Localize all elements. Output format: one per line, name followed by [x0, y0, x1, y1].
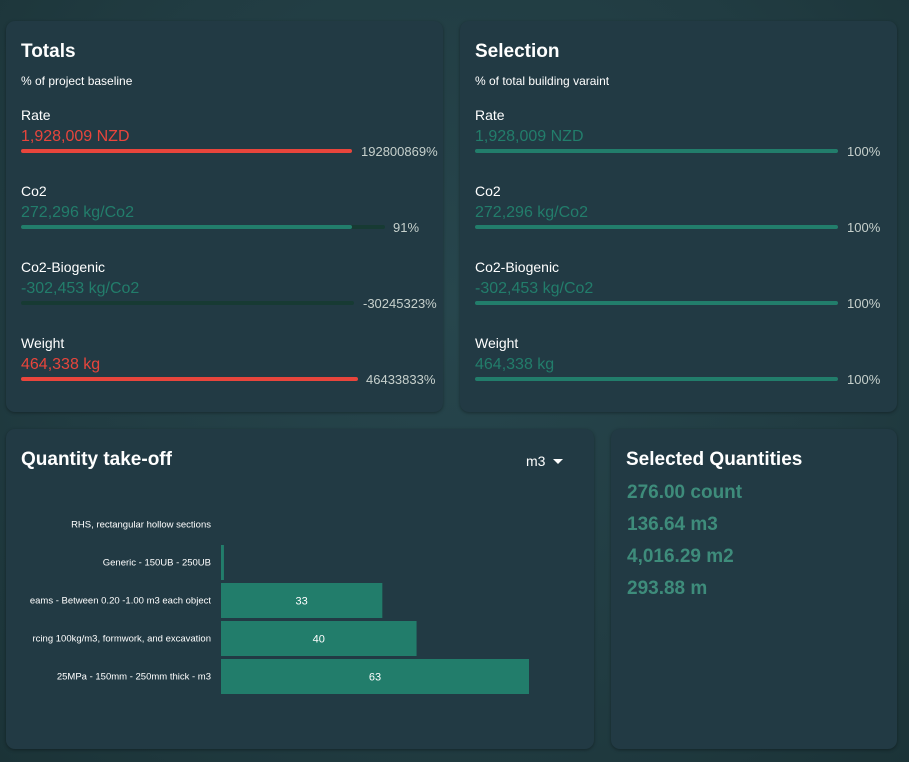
metric-label: Weight	[21, 335, 65, 351]
totals-metric-co2: Co2 272,296 kg/Co2 91%	[21, 183, 443, 253]
metric-label: Co2	[21, 183, 47, 199]
totals-metric-co2-biogenic: Co2-Biogenic -302,453 kg/Co2 -30245323%	[21, 259, 443, 329]
metric-value: 272,296 kg/Co2	[475, 204, 588, 221]
bar-value-label: 40	[313, 634, 325, 646]
selected-quantities-title: Selected Quantities	[626, 449, 803, 470]
progress-bar	[21, 377, 358, 381]
chart-bar[interactable]	[221, 583, 383, 618]
selection-card: Selection % of total building varaint Ra…	[460, 21, 897, 412]
chart-bar[interactable]	[221, 545, 224, 580]
percent-text: 91%	[393, 220, 420, 235]
selection-metric-weight: Weight 464,338 kg 100%	[475, 335, 897, 405]
category-label: RHS, rectangular hollow sections	[71, 520, 211, 531]
quantity-takeoff-chart: RHS, rectangular hollow sections Generic …	[30, 520, 529, 694]
metric-value: 464,338 kg	[21, 356, 101, 373]
selected-quantity-count: 276.00 count	[627, 482, 743, 503]
metric-label: Rate	[21, 107, 51, 123]
bar-value-label: 63	[369, 672, 381, 684]
progress-bar	[475, 377, 838, 381]
chart-bar[interactable]	[221, 621, 417, 656]
progress-bar	[21, 301, 354, 305]
progress-bar	[475, 301, 838, 305]
metric-label: Co2-Biogenic	[21, 259, 106, 275]
bar-value-label: 33	[296, 596, 308, 608]
progress-bar	[21, 149, 352, 153]
metric-label: Co2	[475, 183, 501, 199]
metric-value: 1,928,009 NZD	[21, 128, 130, 145]
percent-text: 46433833%	[366, 372, 436, 387]
percent-text: 100%	[847, 372, 881, 387]
quantity-takeoff-title: Quantity take-off	[21, 449, 172, 470]
category-label: Generic - 150UB - 250UB	[103, 558, 211, 569]
unit-dropdown-value: m3	[526, 453, 546, 469]
totals-title: Totals	[21, 41, 76, 62]
selected-quantities-card: Selected Quantities 276.00 count 136.64 …	[611, 429, 897, 749]
percent-text: 100%	[847, 220, 881, 235]
selected-quantities-list: 276.00 count 136.64 m3 4,016.29 m2 293.8…	[627, 481, 742, 609]
selection-metric-rate: Rate 1,928,009 NZD 100%	[475, 107, 897, 177]
metric-value: -302,453 kg/Co2	[21, 280, 140, 297]
selection-metric-co2-biogenic: Co2-Biogenic -302,453 kg/Co2 100%	[475, 259, 897, 329]
quantity-takeoff-card: RHS, rectangular hollow sections Generic …	[6, 429, 594, 749]
selection-title: Selection	[475, 41, 560, 62]
percent-text: 100%	[847, 296, 881, 311]
totals-metric-rate: Rate 1,928,009 NZD 192800869%	[21, 107, 443, 177]
selection-metric-co2: Co2 272,296 kg/Co2 100%	[475, 183, 897, 253]
category-label: eams - Between 0.20 -1.00 m3 each object	[30, 596, 211, 607]
progress-bar-fill	[21, 225, 353, 229]
metric-value: 272,296 kg/Co2	[21, 204, 134, 221]
metric-value: 1,928,009 NZD	[475, 128, 584, 145]
progress-bar	[475, 225, 838, 229]
metric-label: Rate	[475, 107, 505, 123]
metric-value: 464,338 kg	[475, 356, 555, 373]
progress-bar	[475, 149, 838, 153]
totals-subtitle: % of project baseline	[21, 74, 133, 88]
totals-metric-weight: Weight 464,338 kg 46433833%	[21, 335, 443, 405]
unit-dropdown[interactable]: m3	[526, 453, 564, 469]
totals-card: Totals % of project baseline Rate 1,928,…	[6, 21, 443, 412]
category-label: 25MPa - 150mm - 250mm thick - m3	[57, 672, 211, 683]
selected-quantity-area: 4,016.29 m2	[627, 546, 734, 567]
progress-bar	[21, 225, 385, 229]
metric-label: Weight	[475, 335, 519, 351]
chevron-down-icon	[553, 458, 564, 464]
percent-text: 100%	[847, 144, 881, 159]
metric-label: Co2-Biogenic	[475, 259, 560, 275]
percent-text: 192800869%	[361, 144, 438, 159]
percent-text: -30245323%	[363, 296, 437, 311]
chart-bar[interactable]	[221, 659, 529, 694]
selected-quantity-volume: 136.64 m3	[627, 514, 718, 535]
metric-value: -302,453 kg/Co2	[475, 280, 594, 297]
category-label: rcing 100kg/m3, formwork, and excavation	[33, 634, 211, 645]
selected-quantity-length: 293.88 m	[627, 578, 708, 599]
selection-subtitle: % of total building varaint	[475, 74, 610, 88]
